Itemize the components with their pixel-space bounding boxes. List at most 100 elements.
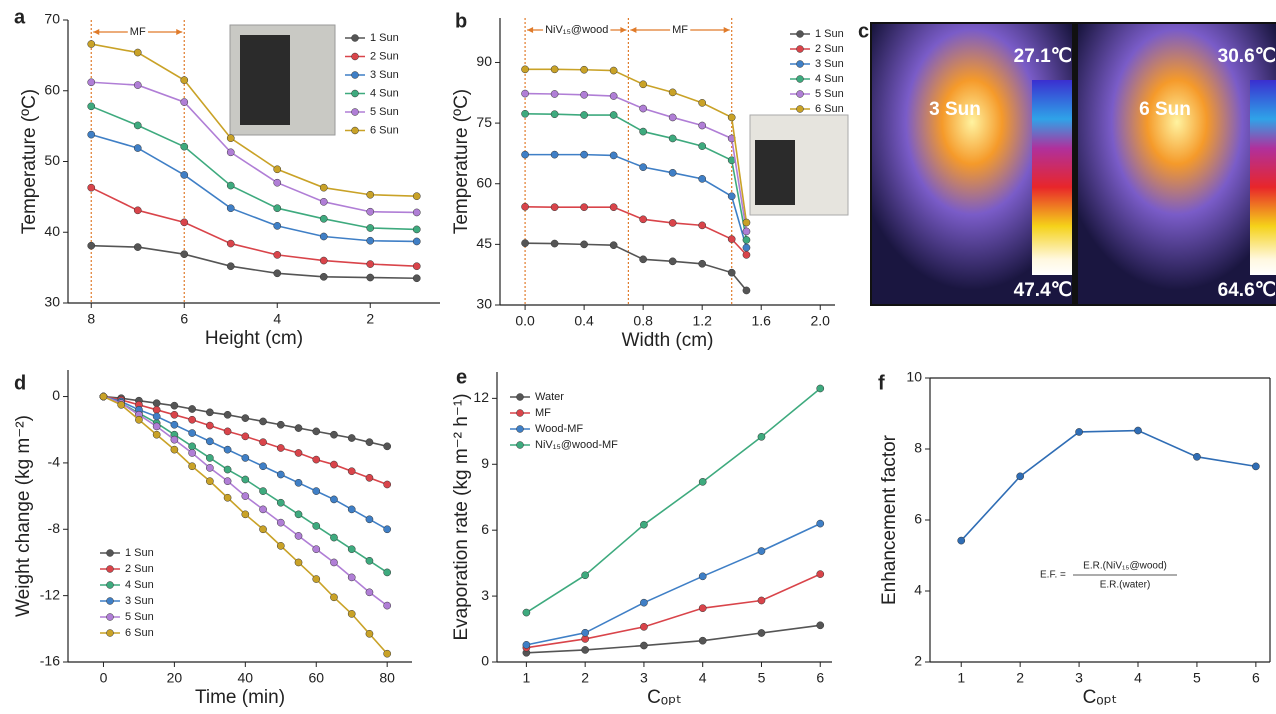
data-point [135,415,143,424]
data-point [276,444,285,452]
x-tick-label: 2 [1016,670,1024,686]
data-point [188,415,196,424]
arrow-head [620,27,627,33]
data-point [640,641,648,650]
legend-marker [516,441,524,449]
series-line [90,186,417,268]
data-point [742,236,751,244]
y-tick-label: 0 [52,387,60,403]
data-point [640,622,648,631]
data-point [639,255,647,264]
y-tick-label: 0 [481,653,489,669]
series-line [90,105,417,231]
data-point [319,197,328,206]
panel-letter: a [14,6,26,28]
data-point [698,221,707,230]
data-point [170,445,179,454]
inset-device [755,140,795,205]
series-line [526,573,821,649]
data-point [87,78,96,87]
series-line [91,43,417,197]
data-point [609,151,618,160]
data-point [188,449,196,457]
data-point [87,40,96,48]
data-point [366,224,375,232]
legend-label: 3 Sun [370,69,399,81]
data-point [152,430,161,439]
y-tick-label: 30 [44,294,60,310]
data-point [609,111,618,119]
data-point [319,183,328,192]
y-tick-label: 60 [44,81,60,97]
data-point [698,99,707,107]
data-point [957,536,966,545]
data-point [609,66,618,75]
data-point [152,412,161,421]
arrow-head [93,29,100,35]
data-point [259,487,267,495]
data-point [294,478,303,487]
series-line [525,387,821,614]
data-point [87,183,96,192]
y-tick-label: 40 [44,223,60,239]
data-point [412,237,421,246]
x-tick-label: 8 [87,311,95,327]
x-axis-label: Cₒₚₜ [1083,687,1118,708]
data-point [319,214,328,223]
legend-label: 5 Sun [125,611,154,623]
data-point [226,204,235,213]
data-point [580,111,588,119]
data-point [180,76,189,84]
data-point [550,150,559,159]
data-point [727,192,736,201]
legend-marker [351,34,359,42]
max-temp: 27.1℃ [1014,46,1072,67]
data-point [366,207,375,216]
data-point [273,269,282,278]
x-tick-label: 1.6 [751,313,771,329]
series-line [91,133,417,243]
data-point [206,454,214,462]
y-tick-label: 60 [476,174,492,190]
data-point [347,505,356,514]
x-axis-label: Height (cm) [205,328,303,349]
data-point [330,495,338,504]
legend-label: 4 Sun [125,579,154,591]
data-point [312,427,321,436]
data-point [366,260,375,268]
legend-label: Wood-MF [535,423,583,435]
data-point [117,400,126,409]
legend-label: 6 Sun [815,103,844,115]
y-axis-label: Enhancement factor [879,434,900,605]
data-point [347,434,356,442]
data-point [757,596,766,605]
legend-marker [516,425,524,433]
x-tick-label: 4 [273,311,281,327]
data-point [366,190,375,199]
legend-label: 1 Sun [370,32,399,44]
data-point [273,251,282,259]
data-point [312,455,321,464]
series-line [525,242,748,291]
legend-label: 4 Sun [815,73,844,85]
data-point [698,142,707,150]
data-point [347,573,356,582]
data-point [206,464,214,472]
y-tick-label: 6 [481,521,489,537]
data-point [639,104,647,113]
data-point [188,442,196,451]
max-temp: 30.6℃ [1218,46,1276,67]
legend-marker [516,393,524,401]
data-point [521,150,529,159]
legend-marker [106,581,114,589]
y-tick-label: 75 [476,114,492,130]
data-point [640,520,648,529]
data-point [180,171,189,179]
data-point [276,498,285,507]
y-axis-label: Evaporation rate (kg m⁻² h⁻¹) [451,393,472,640]
region-label: NiV₁₅@wood [545,24,608,36]
data-point [609,241,618,250]
color-bar [1032,80,1072,275]
x-tick-label: 2.0 [811,313,831,329]
sun-label: 3 Sun [929,99,981,120]
